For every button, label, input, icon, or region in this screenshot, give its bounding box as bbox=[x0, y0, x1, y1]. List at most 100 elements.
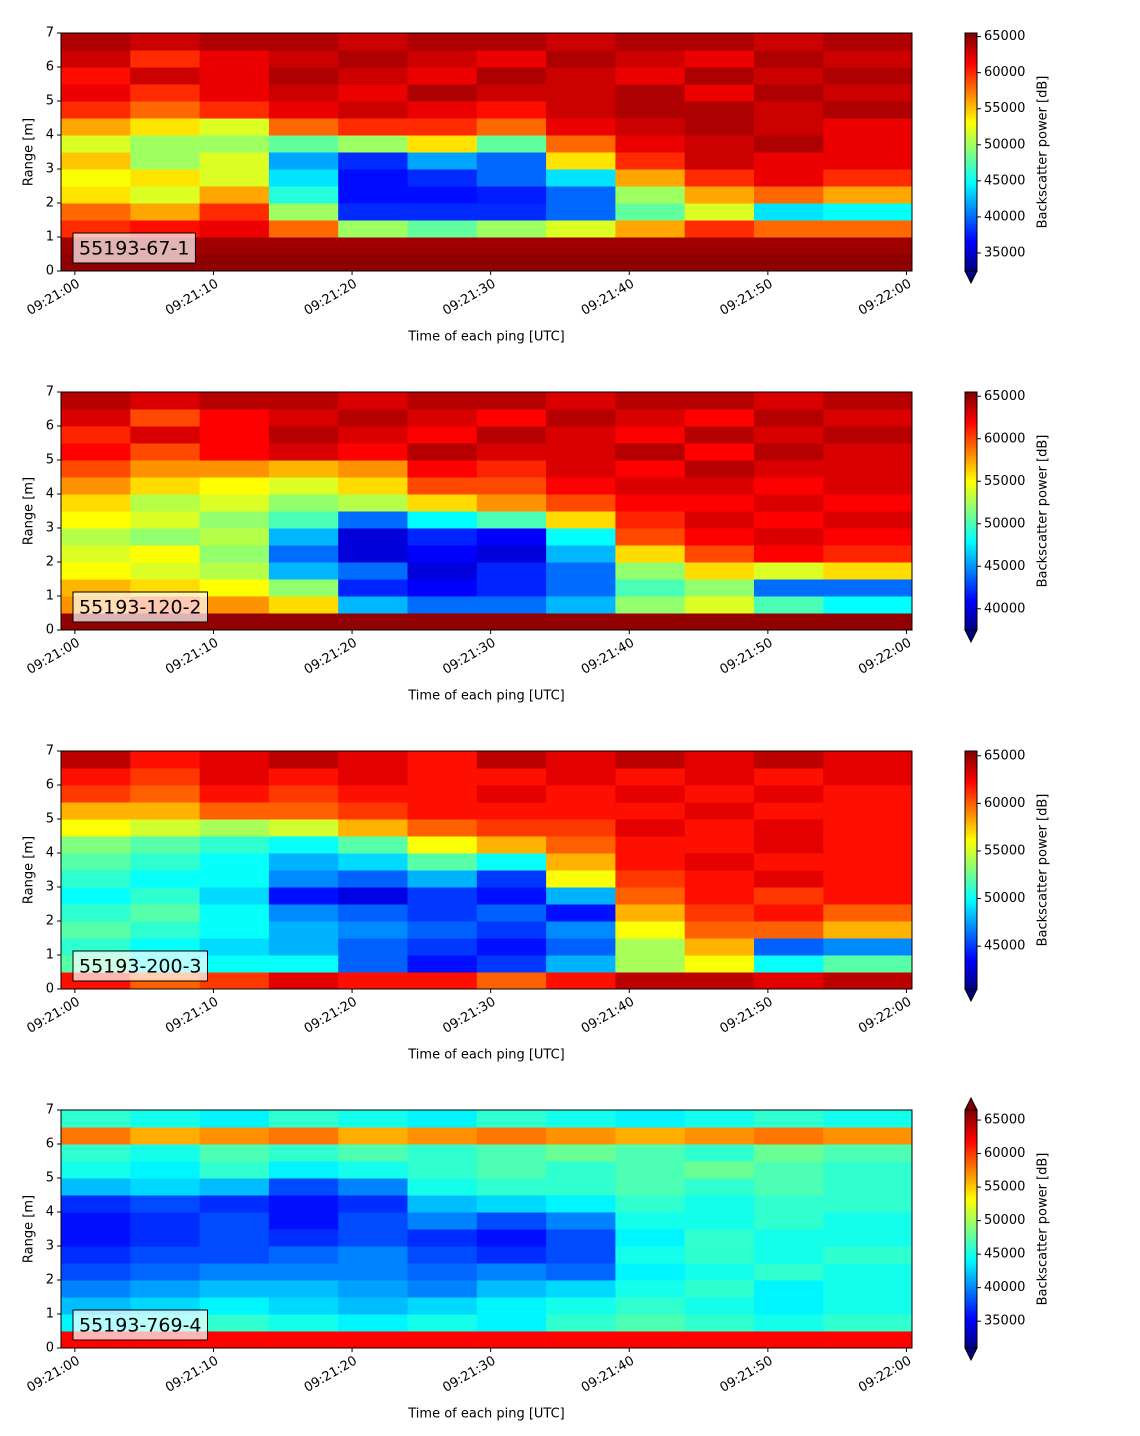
colorbar-swatch bbox=[965, 1274, 977, 1278]
colorbar-swatch bbox=[965, 594, 977, 597]
heatmap-cell bbox=[407, 819, 478, 837]
heatmap-cell bbox=[268, 785, 339, 803]
y-tick-label: 4 bbox=[46, 487, 54, 502]
heatmap-cell bbox=[546, 203, 616, 221]
colorbar-swatch bbox=[965, 818, 977, 822]
colorbar-swatch bbox=[965, 1151, 977, 1155]
colorbar-swatch bbox=[965, 1171, 977, 1175]
colorbar-swatch bbox=[965, 231, 977, 234]
colorbar-swatch bbox=[965, 471, 977, 474]
colorbar-swatch bbox=[965, 866, 977, 869]
heatmap-cell bbox=[199, 254, 270, 272]
heatmap-cell bbox=[476, 169, 547, 187]
colorbar-swatch bbox=[965, 1229, 977, 1232]
heatmap-cell bbox=[753, 1144, 824, 1162]
y-tick-label: 0 bbox=[46, 982, 54, 997]
heatmap-cell bbox=[338, 1297, 408, 1315]
colorbar-swatch bbox=[965, 497, 977, 500]
heatmap-cell bbox=[268, 101, 339, 119]
colorbar-swatch bbox=[965, 108, 977, 111]
heatmap-cell bbox=[684, 853, 755, 871]
y-tick-label: 2 bbox=[46, 196, 54, 211]
heatmap-cell bbox=[615, 33, 686, 51]
heatmap-cell bbox=[823, 768, 913, 786]
colorbar-tick-label: 50000 bbox=[984, 516, 1025, 531]
heatmap-cell bbox=[546, 1229, 616, 1247]
colorbar-swatch bbox=[965, 969, 977, 972]
colorbar-swatch bbox=[965, 770, 977, 774]
colorbar-swatch bbox=[965, 1179, 977, 1182]
heatmap-cell bbox=[268, 84, 339, 102]
colorbar-swatch bbox=[965, 120, 977, 123]
colorbar-swatch bbox=[965, 1157, 977, 1161]
heatmap-cell bbox=[61, 1195, 131, 1213]
colorbar-swatch bbox=[965, 518, 977, 522]
colorbar-swatch bbox=[965, 421, 977, 425]
colorbar-swatch bbox=[965, 455, 977, 459]
colorbar-swatch bbox=[965, 540, 977, 544]
heatmap-cell bbox=[753, 237, 824, 255]
heatmap-cell bbox=[199, 50, 270, 68]
heatmap-cell bbox=[338, 1127, 408, 1145]
heatmap-cell bbox=[407, 101, 478, 119]
colorbar-swatch bbox=[965, 1221, 977, 1224]
colorbar-swatch bbox=[965, 102, 977, 105]
colorbar-swatch bbox=[965, 40, 977, 44]
colorbar-swatch bbox=[965, 148, 977, 151]
heatmap-cell bbox=[338, 1314, 408, 1332]
colorbar-swatch bbox=[965, 453, 977, 457]
colorbar-swatch bbox=[965, 1159, 977, 1163]
colorbar-swatch bbox=[965, 1165, 977, 1169]
colorbar-swatch bbox=[965, 70, 977, 74]
heatmap-cell bbox=[199, 220, 270, 238]
heatmap-cell bbox=[684, 460, 755, 478]
colorbar-swatch bbox=[965, 951, 977, 954]
colorbar-swatch bbox=[965, 1314, 977, 1317]
heatmap-cell bbox=[130, 836, 201, 854]
heatmap-cell bbox=[338, 392, 408, 410]
x-tick-label: 09:21:10 bbox=[163, 277, 221, 319]
heatmap-cell bbox=[61, 1144, 131, 1162]
colorbar-swatch bbox=[965, 939, 977, 942]
colorbar-swatch bbox=[965, 1141, 977, 1145]
heatmap-cell bbox=[615, 409, 686, 427]
colorbar-swatch bbox=[965, 762, 977, 766]
panel-label: 55193-769-4 bbox=[72, 1309, 209, 1341]
heatmap-cell bbox=[61, 84, 131, 102]
colorbar-swatch bbox=[965, 584, 977, 587]
heatmap-cell bbox=[61, 751, 131, 769]
heatmap-cell bbox=[61, 785, 131, 803]
colorbar-swatch bbox=[965, 618, 977, 621]
heatmap-cell bbox=[546, 494, 616, 512]
heatmap-cell bbox=[546, 84, 616, 102]
heatmap-cell bbox=[268, 1195, 339, 1213]
heatmap-cell bbox=[476, 101, 547, 119]
heatmap-cell bbox=[407, 972, 478, 990]
heatmap-cell bbox=[268, 579, 339, 597]
heatmap-cell bbox=[338, 152, 408, 170]
heatmap-cell bbox=[199, 545, 270, 563]
colorbar-tick-label: 65000 bbox=[984, 389, 1025, 404]
heatmap-cell bbox=[338, 426, 408, 444]
heatmap-cell bbox=[684, 33, 755, 51]
heatmap-cell bbox=[684, 904, 755, 922]
heatmap-cell bbox=[338, 409, 408, 427]
heatmap-cell bbox=[753, 1297, 824, 1315]
colorbar-swatch bbox=[965, 959, 977, 962]
heatmap-cell bbox=[823, 460, 913, 478]
colorbar-swatch bbox=[965, 1262, 977, 1266]
colorbar-swatch bbox=[965, 112, 977, 115]
heatmap-cell bbox=[684, 1297, 755, 1315]
heatmap-cell bbox=[130, 853, 201, 871]
colorbar-swatch bbox=[965, 600, 977, 603]
colorbar-swatch bbox=[965, 856, 977, 859]
heatmap-cell bbox=[338, 67, 408, 85]
colorbar-swatch bbox=[965, 82, 977, 86]
colorbar-tick-label: 35000 bbox=[984, 1314, 1025, 1329]
heatmap-cell bbox=[684, 579, 755, 597]
heatmap-cell bbox=[61, 1212, 131, 1230]
colorbar-swatch bbox=[965, 838, 977, 841]
heatmap-cell bbox=[130, 460, 201, 478]
colorbar-swatch bbox=[965, 1219, 977, 1222]
heatmap-cell bbox=[823, 545, 913, 563]
